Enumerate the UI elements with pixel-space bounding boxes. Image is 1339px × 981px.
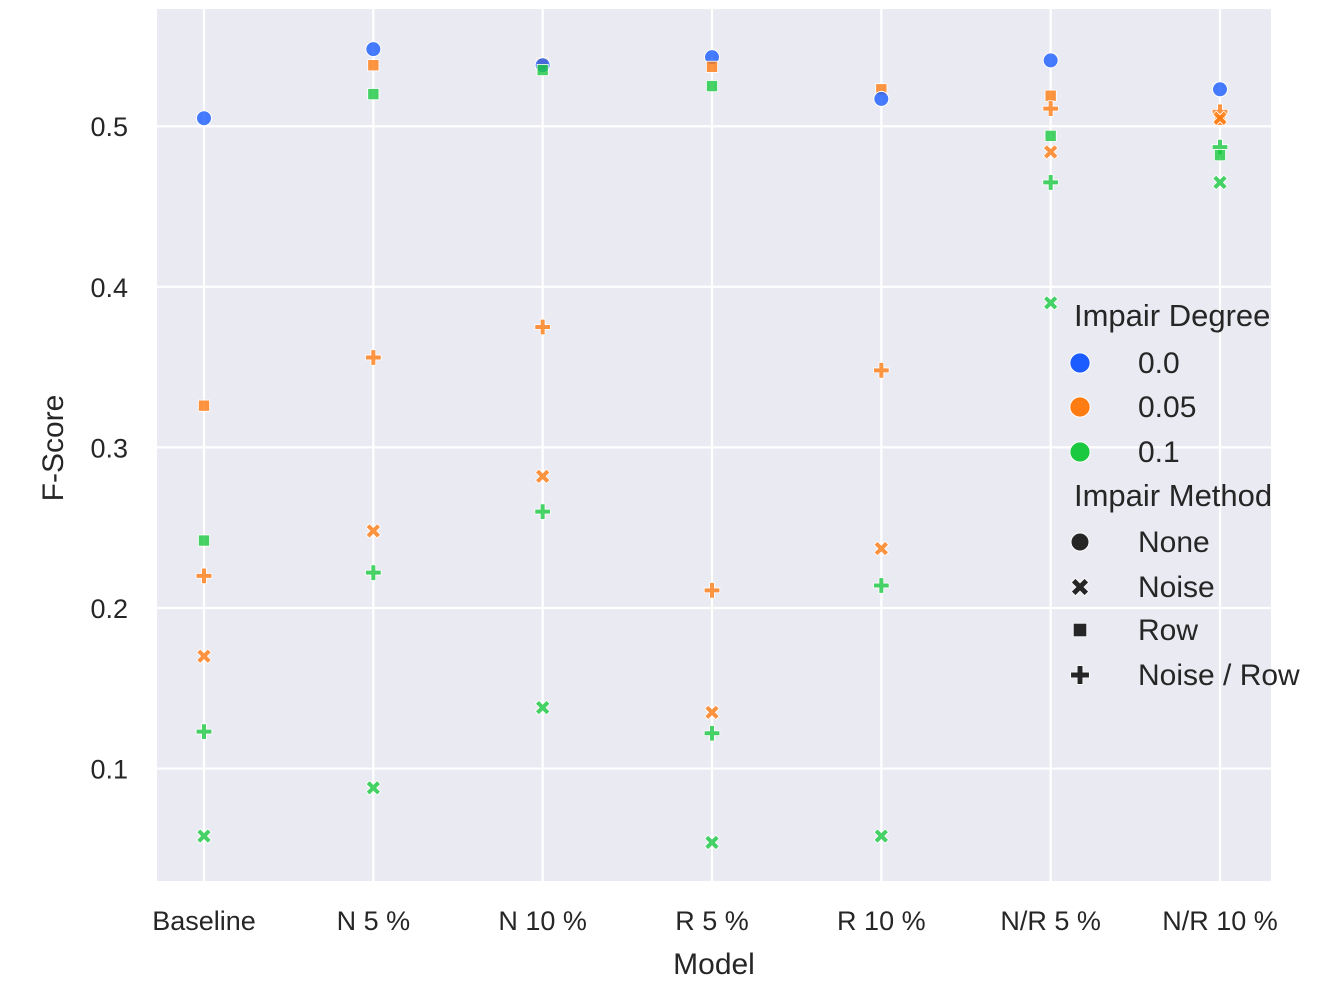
data-point [365,41,382,58]
legend-style-title: Impair Method [1074,478,1272,513]
data-point [1214,149,1227,162]
x-tick-label: N/R 5 % [1000,906,1101,936]
x-axis-label: Model [673,948,755,981]
legend-hue-marker [1069,396,1091,418]
data-point [873,90,890,107]
data-point [365,564,382,581]
data-point [534,318,551,336]
data-point [1212,110,1228,126]
legend-style-label: Row [1138,614,1198,647]
data-point [703,582,721,599]
data-point [197,534,210,547]
legend-hue-label: 0.05 [1138,391,1196,424]
x-tick-label: Baseline [152,906,256,936]
plot-background [157,9,1271,881]
y-tick-label: 0.5 [90,112,128,142]
legend-hue-marker [1069,352,1091,374]
data-point [873,540,890,557]
data-point [704,834,720,851]
data-point [873,362,890,379]
data-point [367,88,380,101]
legend-style-marker [1070,577,1090,597]
data-point [1212,81,1228,98]
data-point [365,780,382,796]
legend-style-label: None [1138,526,1210,559]
data-point [196,828,212,844]
x-tick-label: R 5 % [675,906,749,936]
data-point [195,567,213,585]
data-point [706,60,719,73]
data-point [195,723,213,740]
y-tick-labels: 0.1 0.2 0.3 0.4 0.5 [90,112,128,784]
data-point [1044,89,1057,102]
data-points [195,41,1229,851]
data-point [197,399,210,412]
legend-hue-label: 0.1 [1138,436,1180,469]
data-point [873,577,890,594]
legend-style-marker [1070,665,1090,685]
x-tick-labels: Baseline N 5 % N 10 % R 5 % R 10 % N/R 5 % N/R… [152,906,1278,936]
legend: Impair Degree Impair Method 0.0 0.05 0.1 N… [1069,298,1300,692]
data-point [873,828,890,844]
x-tick-label: N/R 10 % [1162,906,1278,936]
legend-hue-label: 0.0 [1138,347,1180,380]
data-point [1042,174,1059,191]
x-tick-label: N 5 % [337,906,411,936]
data-point [365,523,382,539]
legend-style-marker [1072,622,1088,638]
data-point [534,503,551,520]
legend-style-label: Noise / Row [1138,659,1300,692]
data-point [703,725,721,742]
data-point [1044,129,1057,142]
data-point [1042,144,1059,160]
y-tick-label: 0.1 [90,755,128,785]
data-point [365,349,382,366]
legend-hue-marker [1069,441,1091,463]
data-point [536,64,549,77]
y-tick-label: 0.3 [90,433,128,463]
legend-style-entries: None Noise Row Noise / Row [1070,526,1300,692]
y-tick-label: 0.2 [90,594,128,624]
data-point [1042,100,1059,117]
data-point [1212,174,1228,191]
y-axis-label: F-Score [37,395,70,502]
legend-hue-entries: 0.0 0.05 0.1 [1069,347,1196,469]
legend-style-label: Noise [1138,571,1215,604]
data-point [1042,295,1059,311]
data-point [196,648,212,664]
data-point [1042,52,1059,69]
data-point [534,468,551,485]
data-point [196,110,212,127]
x-tick-label: R 10 % [837,906,926,936]
legend-hue-title: Impair Degree [1074,298,1270,333]
data-point [367,59,380,72]
data-point [534,699,551,716]
data-point [704,704,720,721]
x-tick-label: N 10 % [498,906,587,936]
legend-style-marker [1070,532,1090,552]
data-point [706,80,719,93]
y-tick-label: 0.4 [90,273,128,303]
